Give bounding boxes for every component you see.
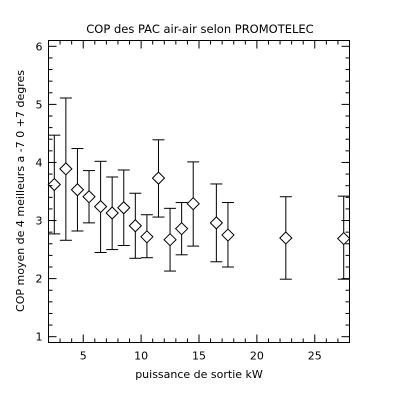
diamond-marker (140, 230, 154, 244)
data-point (59, 97, 73, 241)
y-tick-label: 4 (36, 156, 43, 169)
x-axis-label: puissance de sortie kW (135, 368, 263, 381)
data-point (105, 176, 119, 251)
x-tick-label: 5 (80, 350, 87, 363)
data-point (117, 169, 131, 247)
data-point (174, 202, 189, 256)
diamond-marker (128, 219, 143, 233)
diamond-marker (279, 231, 293, 245)
diamond-marker (151, 171, 166, 185)
y-tick-label: 2 (36, 273, 43, 286)
diamond-marker (337, 231, 351, 246)
diamond-marker (105, 206, 119, 220)
data-point (337, 195, 351, 280)
diamond-marker (70, 183, 85, 197)
data-point (221, 202, 235, 268)
data-point (186, 161, 200, 247)
plot-frame (48, 40, 350, 343)
x-tick-label: 15 (192, 350, 206, 363)
data-point (279, 196, 293, 280)
chart-title: COP des PAC air-air selon PROMOTELEC (86, 22, 313, 36)
tick-labels: 5 10 15 20 25 1 2 3 4 5 6 (36, 40, 322, 362)
data-point (140, 214, 154, 259)
x-tick-label: 25 (308, 350, 322, 363)
data-series (47, 97, 351, 280)
diamond-marker (93, 199, 108, 214)
data-point (82, 170, 96, 224)
data-point (163, 207, 177, 272)
diamond-marker (209, 216, 224, 230)
y-axis-label: COP moyen de 4 meilleurs a -7 0 +7 degre… (14, 70, 27, 312)
axis-ticks (48, 40, 350, 343)
diamond-marker (221, 228, 235, 242)
data-point (47, 134, 61, 235)
diamond-marker (47, 177, 61, 192)
diamond-marker (82, 190, 96, 204)
diamond-marker (186, 196, 200, 211)
y-tick-label: 1 (36, 331, 43, 344)
y-tick-label: 3 (36, 215, 43, 228)
x-tick-label: 10 (134, 350, 148, 363)
diamond-marker (117, 201, 131, 215)
data-point (128, 192, 143, 259)
data-point (93, 160, 108, 253)
diamond-marker (174, 221, 189, 236)
data-point (209, 183, 224, 263)
diamond-marker (163, 232, 177, 247)
y-tick-label: 6 (36, 40, 43, 53)
data-point (151, 139, 166, 218)
y-tick-label: 5 (36, 98, 43, 111)
diamond-marker (59, 162, 73, 176)
x-tick-label: 20 (250, 350, 264, 363)
data-point (70, 148, 85, 232)
